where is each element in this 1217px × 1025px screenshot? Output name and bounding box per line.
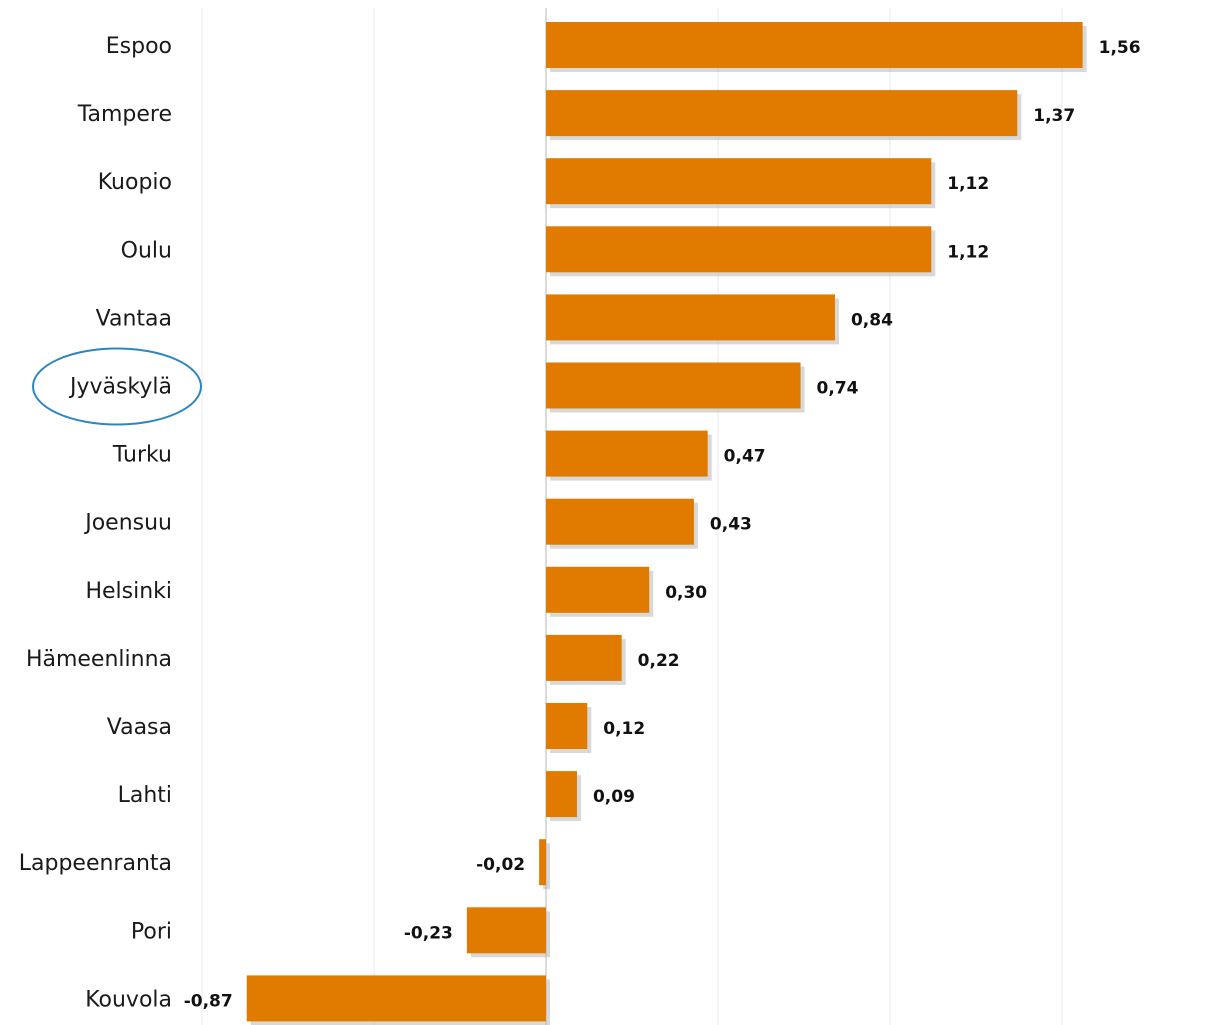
category-labels: Espoo Tampere Kuopio Oulu Vantaa Jyväskylä Tur… — [19, 34, 172, 1012]
bar-jyväskylä — [546, 362, 801, 409]
value-label: 0,22 — [638, 651, 680, 671]
bar-vantaa — [546, 294, 835, 341]
bar-joensuu — [546, 498, 694, 545]
value-label: 0,84 — [851, 310, 893, 330]
highlight-group — [32, 347, 202, 426]
value-label: -0,23 — [404, 923, 453, 943]
category-label: Kouvola — [85, 987, 172, 1012]
bar-oulu — [546, 226, 932, 273]
bar-tampere — [546, 90, 1018, 137]
category-label: Vantaa — [96, 306, 172, 331]
value-label: -0,02 — [476, 855, 525, 875]
category-label: Joensuu — [83, 511, 172, 536]
bar-lahti — [546, 771, 577, 818]
bar-hämeenlinna — [546, 634, 622, 681]
bar-vaasa — [546, 703, 588, 749]
highlight-ellipse — [32, 347, 202, 426]
category-label: Kuopio — [98, 170, 172, 195]
category-label: Oulu — [121, 238, 172, 263]
category-label: Tampere — [77, 102, 172, 127]
value-label: 1,12 — [947, 242, 989, 262]
value-label: 1,56 — [1099, 38, 1141, 58]
value-label: 1,37 — [1033, 106, 1075, 126]
bar-kuopio — [546, 158, 932, 205]
bar-shadow — [543, 843, 550, 890]
category-label: Vaasa — [107, 715, 172, 740]
value-label: -0,87 — [184, 991, 233, 1011]
value-label: 1,12 — [947, 174, 989, 194]
category-label: Helsinki — [85, 579, 172, 604]
value-labels: 1,56 1,37 1,12 1,12 0,84 0,74 0,47 0,43 0,30 0,22… — [184, 38, 1141, 1011]
category-label: Hämeenlinna — [26, 647, 172, 672]
bar-turku — [546, 430, 708, 477]
bar-kouvola — [246, 975, 546, 1022]
value-label: 0,74 — [817, 379, 859, 399]
value-label: 0,12 — [603, 719, 645, 739]
bars-group — [246, 22, 1087, 1025]
value-label: 0,43 — [710, 515, 752, 535]
bar-pori — [466, 907, 546, 954]
category-label: Lahti — [118, 783, 172, 808]
category-label: Pori — [131, 919, 172, 944]
value-label: 0,30 — [665, 583, 707, 603]
category-label: Turku — [112, 443, 172, 468]
category-label: Jyväskylä — [68, 375, 172, 400]
bar-helsinki — [546, 566, 650, 613]
category-label: Lappeenranta — [19, 851, 172, 876]
value-label: 0,09 — [593, 787, 635, 807]
bar-espoo — [546, 22, 1083, 68]
bar-lappeenranta — [539, 839, 546, 886]
category-label: Espoo — [106, 34, 172, 59]
value-label: 0,47 — [724, 447, 766, 467]
